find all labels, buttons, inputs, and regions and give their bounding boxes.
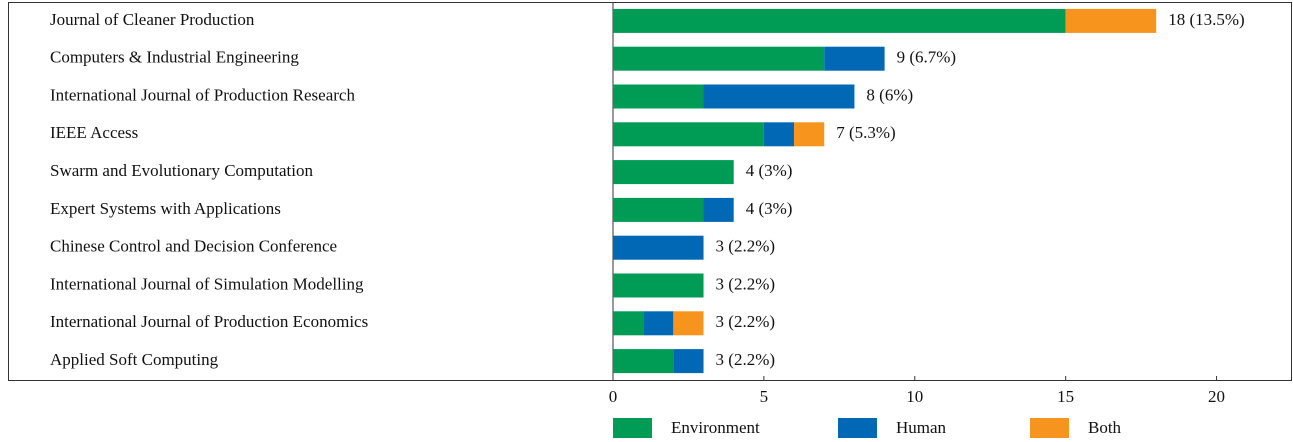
value-label: 18 (13.5%)	[1168, 10, 1244, 29]
value-label: 3 (2.2%)	[716, 312, 775, 331]
bar-segment	[794, 122, 825, 147]
x-tick-label: 10	[906, 387, 923, 406]
category-label: International Journal of Production Econ…	[50, 312, 368, 331]
category-label: Chinese Control and Decision Conference	[50, 237, 337, 256]
category-label: IEEE Access	[50, 123, 138, 142]
bar-segment	[613, 235, 704, 260]
value-label: 3 (2.2%)	[716, 350, 775, 369]
bar-segment	[1065, 8, 1157, 33]
value-label: 9 (6.7%)	[897, 48, 956, 67]
bar-segment	[613, 46, 825, 71]
bar-segment	[673, 349, 704, 374]
legend-label: Both	[1088, 418, 1122, 437]
bar-segment	[613, 311, 644, 336]
category-label: Applied Soft Computing	[50, 350, 219, 369]
x-tick-label: 5	[760, 387, 769, 406]
value-label: 8 (6%)	[866, 85, 913, 104]
plot-frame	[8, 2, 1292, 381]
bar-segment	[613, 122, 764, 147]
bar-segment	[613, 160, 734, 185]
legend-swatch	[838, 418, 877, 438]
value-label: 3 (2.2%)	[716, 274, 775, 293]
legend-swatch	[613, 418, 652, 438]
value-label: 4 (3%)	[746, 161, 793, 180]
bar-segment	[613, 84, 704, 109]
category-label: Journal of Cleaner Production	[50, 10, 255, 29]
bar-segment	[824, 46, 885, 71]
category-label: International Journal of Simulation Mode…	[50, 274, 364, 293]
legend-label: Environment	[671, 418, 760, 437]
bar-segment	[613, 8, 1066, 33]
bar-segment	[703, 84, 855, 109]
bar-segment	[613, 197, 704, 222]
category-label: International Journal of Production Rese…	[50, 85, 355, 104]
bar-segment	[643, 311, 674, 336]
legend-label: Human	[896, 418, 947, 437]
x-tick-label: 0	[609, 387, 618, 406]
category-label: Swarm and Evolutionary Computation	[50, 161, 313, 180]
legend-swatch	[1030, 418, 1069, 438]
category-label: Computers & Industrial Engineering	[50, 48, 299, 67]
bar-segment	[703, 197, 734, 222]
bar-segment	[763, 122, 795, 147]
bar-segment	[613, 273, 704, 298]
bar-segment	[613, 349, 674, 374]
x-tick-label: 15	[1057, 387, 1074, 406]
category-label: Expert Systems with Applications	[50, 199, 281, 218]
value-label: 7 (5.3%)	[836, 123, 895, 142]
x-tick-label: 20	[1208, 387, 1225, 406]
bar-segment	[673, 311, 704, 336]
value-label: 4 (3%)	[746, 199, 793, 218]
value-label: 3 (2.2%)	[716, 237, 775, 256]
